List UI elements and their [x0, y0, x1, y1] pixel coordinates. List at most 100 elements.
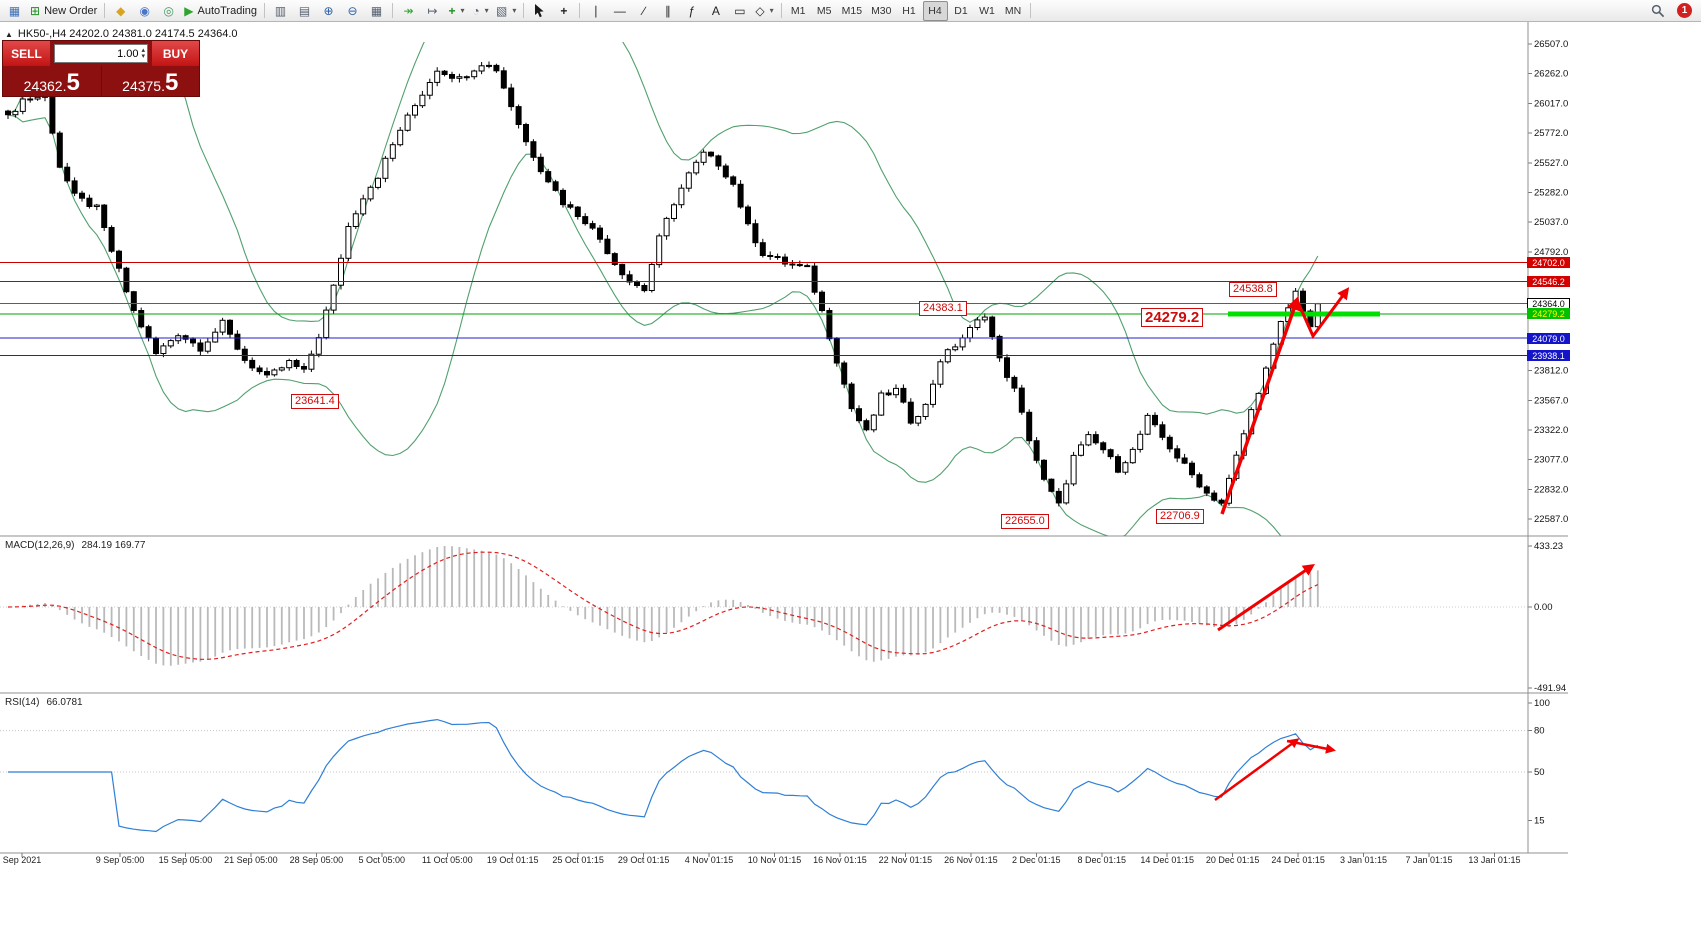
new-chart-icon: ▥ — [274, 3, 287, 18]
price-callout[interactable]: 23641.4 — [291, 394, 339, 409]
time-axis-label: 2 Dec 01:15 — [1012, 855, 1061, 865]
time-axis[interactable]: Sep 2021 9 Sep 05:00 15 Sep 05:00 21 Sep 05… — [0, 855, 1568, 871]
horizontal-line-icon: ― — [613, 3, 626, 18]
axis-price-label: 23938.1 — [1527, 349, 1570, 361]
time-axis-label: 16 Nov 01:15 — [813, 855, 867, 865]
rsi-arrow[interactable] — [1214, 738, 1300, 802]
cursor-icon[interactable] — [528, 2, 551, 20]
price-callout[interactable]: 24383.1 — [919, 301, 967, 316]
profiles-icon[interactable]: ▤ — [293, 2, 316, 20]
signals-icon[interactable]: ◎ — [157, 2, 180, 20]
price-callout[interactable]: 24279.2 — [1141, 308, 1204, 327]
svg-text:-491.94: -491.94 — [1534, 683, 1566, 694]
tile-windows-icon: ▦ — [370, 3, 383, 18]
svg-text:23812.0: 23812.0 — [1534, 366, 1568, 377]
chart-shift-icon[interactable]: ↦ — [421, 2, 444, 20]
timeframe-m5-button[interactable]: M5 — [816, 4, 832, 17]
time-axis-label: 28 Sep 05:00 — [289, 855, 344, 865]
toolbar-separator — [104, 3, 106, 18]
timeframe-mn-button[interactable]: MN — [1004, 4, 1022, 17]
auto-scroll-icon[interactable]: ↠ — [397, 2, 420, 20]
candlestick-series — [5, 61, 1321, 507]
crosshair-icon[interactable]: + — [552, 2, 575, 20]
timeframe-m15-button[interactable]: M15 — [841, 4, 863, 17]
chart-shift-icon: ↦ — [427, 3, 438, 18]
templates-icon[interactable]: ▧ ▾ — [493, 2, 519, 20]
timeframe-w1-button[interactable]: W1 — [979, 4, 995, 17]
new-order-button[interactable]: ⊞ New Order — [27, 2, 100, 20]
time-axis-label: 5 Oct 05:00 — [358, 855, 406, 865]
sell-price[interactable]: 24362. 5 — [3, 66, 101, 96]
label-icon[interactable]: ▭ — [728, 2, 751, 20]
autotrading-icon: ▶ — [184, 3, 194, 18]
price-callout[interactable]: 22706.9 — [1156, 509, 1204, 524]
svg-text:23077.0: 23077.0 — [1534, 455, 1568, 466]
stepper-up-icon[interactable]: ▴ — [141, 46, 145, 54]
one-click-collapse-icon[interactable]: ▲ — [5, 29, 13, 39]
channel-icon[interactable]: ∥ — [656, 2, 679, 20]
tile-windows-icon[interactable]: ▦ — [365, 2, 388, 20]
autotrading-button[interactable]: ▶ AutoTrading — [181, 2, 260, 20]
timeframe-m1-button[interactable]: M1 — [790, 4, 806, 17]
toolbar-group: ▥ ▤ ⊕ ⊖ ▦ — [269, 2, 388, 20]
time-axis-label: 4 Nov 01:15 — [684, 855, 734, 865]
macd-arrow[interactable] — [1217, 563, 1315, 632]
volume-stepper[interactable]: ▴ ▾ — [141, 46, 145, 60]
svg-text:26262.0: 26262.0 — [1534, 69, 1568, 80]
caret-down-icon: ▾ — [512, 6, 517, 15]
chart-window[interactable]: 26507.0 26262.0 26017.0 25772.0 25527.0 25282… — [0, 22, 1701, 944]
sell-button[interactable]: SELL — [3, 41, 50, 66]
chart-window-icon[interactable]: ▦ — [3, 2, 26, 20]
macd-histogram — [14, 546, 1319, 666]
trendline-icon[interactable]: ∕ — [632, 2, 655, 20]
one-click-trading-panel: SELL 1.00 ▴ ▾ BUY 24362. 5 24375. 5 — [2, 40, 200, 97]
metaeditor-icon[interactable]: ◆ — [109, 2, 132, 20]
toolbar-group: ∣ ― ∕ ∥ ƒ A ▭ ◇ ▾ — [584, 2, 776, 20]
buy-price-big: 5 — [164, 69, 179, 96]
zoom-in-icon[interactable]: ⊕ — [317, 2, 340, 20]
periods-icon[interactable]: ◔ ▾ — [469, 2, 492, 20]
time-axis-label: 15 Sep 05:00 — [158, 855, 213, 865]
horizontal-line-icon[interactable]: ― — [608, 2, 631, 20]
shapes-icon[interactable]: ◇ ▾ — [752, 2, 776, 20]
toolbar-separator — [523, 3, 525, 18]
timeframe-m30-button[interactable]: M30 — [871, 4, 892, 17]
buy-button[interactable]: BUY — [152, 41, 199, 66]
magnifier-icon — [1651, 4, 1664, 17]
chart-canvas[interactable]: 26507.0 26262.0 26017.0 25772.0 25527.0 25282… — [0, 22, 1701, 944]
rsi-arrow-2[interactable] — [1286, 739, 1336, 754]
vertical-line-icon[interactable]: ∣ — [584, 2, 607, 20]
market-watch-icon[interactable]: ◉ — [133, 2, 156, 20]
rsi-indicator-label: RSI(14) 66.0781 — [5, 697, 83, 708]
symbol-info: ▲ HK50-,H4 24202.0 24381.0 24174.5 24364… — [5, 28, 238, 40]
timeframe-d1-button[interactable]: D1 — [954, 4, 968, 17]
time-axis-label: 10 Nov 01:15 — [747, 855, 802, 865]
timeframe-h4-button[interactable]: H4 — [922, 0, 948, 21]
buy-price[interactable]: 24375. 5 — [100, 66, 200, 96]
svg-text:22832.0: 22832.0 — [1534, 484, 1568, 495]
trend-arrow-pullback[interactable] — [1295, 287, 1350, 339]
price-callout[interactable]: 24538.8 — [1229, 282, 1277, 297]
new-chart-icon[interactable]: ▥ — [269, 2, 292, 20]
zoom-out-icon[interactable]: ⊖ — [341, 2, 364, 20]
volume-field-wrap: 1.00 ▴ ▾ — [50, 41, 152, 66]
price-callout[interactable]: 22655.0 — [1001, 514, 1049, 529]
svg-text:80: 80 — [1534, 726, 1545, 737]
trendline-icon: ∕ — [642, 3, 645, 18]
text-icon[interactable]: A — [704, 2, 727, 20]
trend-arrow-up[interactable] — [1220, 296, 1301, 515]
svg-text:25772.0: 25772.0 — [1534, 128, 1568, 139]
axis-price-label: 24079.0 — [1527, 332, 1570, 344]
indicators-icon[interactable]: + ▾ — [445, 2, 468, 20]
symbol-ohlc-text: HK50-,H4 24202.0 24381.0 24174.5 24364.0 — [17, 28, 238, 40]
stepper-down-icon[interactable]: ▾ — [141, 52, 145, 60]
notification-badge[interactable]: 1 — [1677, 3, 1692, 18]
svg-text:25037.0: 25037.0 — [1534, 217, 1568, 228]
templates-icon: ▧ — [496, 3, 508, 18]
volume-input[interactable]: 1.00 ▴ ▾ — [54, 44, 148, 63]
fibonacci-icon[interactable]: ƒ — [680, 2, 703, 20]
search-icon[interactable] — [1646, 2, 1669, 20]
svg-text:25527.0: 25527.0 — [1534, 158, 1568, 169]
timeframe-h1-button[interactable]: H1 — [902, 4, 916, 17]
svg-text:0.00: 0.00 — [1534, 602, 1553, 613]
